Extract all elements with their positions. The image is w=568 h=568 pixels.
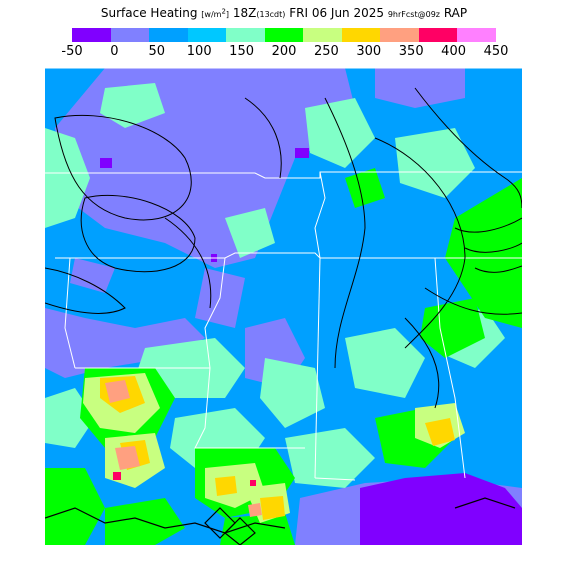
title-forecast-info: 9hrFcst@09z: [387, 10, 440, 19]
legend-swatch-10: [457, 28, 497, 42]
legend-swatch-4: [226, 28, 265, 42]
legend-swatch-9: [418, 28, 458, 42]
title-valid-z: 18Z: [232, 6, 257, 20]
legend-swatch-5: [264, 28, 304, 42]
color-legend-ticks: -50 0 50 100 150 200 250 300 350 400 450: [0, 44, 568, 62]
legend-tick-label: 450: [483, 44, 509, 59]
legend-tick-label: 150: [229, 44, 255, 59]
legend-tick-label: 200: [271, 44, 297, 59]
chart-title: Surface Heating [w/m2] 18Z(13cdt) FRI 06…: [0, 6, 568, 20]
hot-spots: [105, 380, 262, 517]
title-main: Surface Heating: [100, 6, 198, 20]
legend-tick-label: -50: [61, 44, 83, 59]
legend-swatch-7: [341, 28, 381, 42]
title-valid-date: FRI 06 Jun 2025: [289, 6, 385, 20]
state-boundaries: [45, 68, 522, 481]
title-model: RAP: [443, 6, 468, 20]
contour-lines: [45, 87, 522, 409]
title-units: [w/m2]: [201, 7, 230, 19]
coastline-features: [45, 497, 516, 545]
legend-tick-label: 0: [110, 44, 119, 59]
hottest-spots: [113, 472, 256, 486]
legend-swatch-2: [149, 28, 188, 42]
surface-heating-map: [45, 68, 522, 545]
legend-tick-label: 250: [313, 44, 339, 59]
legend-swatch-1: [110, 28, 150, 42]
legend-swatch-0: [72, 28, 111, 42]
moderate-heating-patches: [45, 83, 505, 488]
legend-tick-label: 300: [356, 44, 382, 59]
color-legend-bar: [72, 28, 497, 42]
legend-tick-label: 400: [441, 44, 467, 59]
legend-tick-label: 350: [398, 44, 424, 59]
legend-tick-label: 50: [148, 44, 166, 59]
legend-tick-label: 100: [186, 44, 212, 59]
legend-swatch-6: [303, 28, 342, 42]
low-heating-regions: [45, 68, 522, 545]
legend-swatch-3: [187, 28, 227, 42]
legend-swatch-8: [380, 28, 419, 42]
title-valid-local: (13cdt): [256, 10, 286, 19]
